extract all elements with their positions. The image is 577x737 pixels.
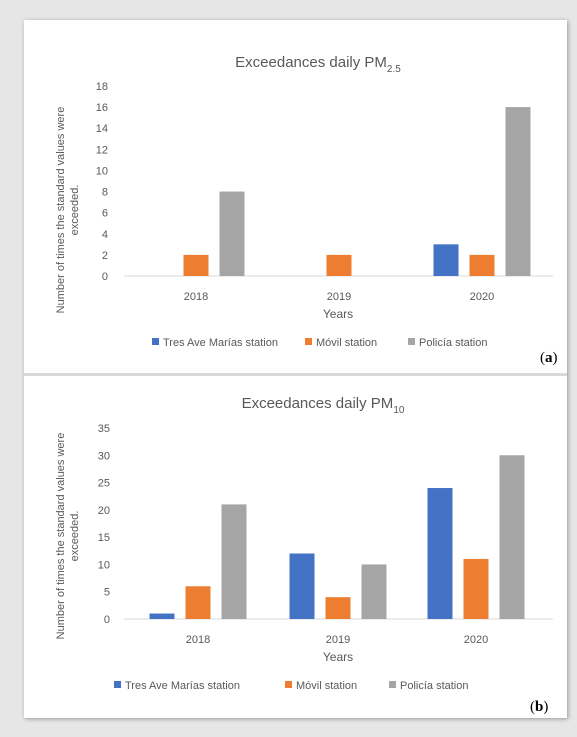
bar-policia-station-2018 bbox=[219, 191, 245, 276]
y-tick-label: 6 bbox=[102, 208, 108, 220]
legend-swatch-policia bbox=[408, 338, 415, 345]
y-tick-label: 12 bbox=[96, 144, 108, 156]
legend-swatch-tres bbox=[152, 338, 159, 345]
chart-b-legend: Tres Ave Marías station Móvil station Po… bbox=[114, 680, 468, 692]
chart-a-xlabel: Years bbox=[323, 307, 353, 321]
x-tick-label: 2018 bbox=[186, 634, 210, 646]
bar-policia-station-2020 bbox=[505, 107, 531, 276]
y-tick-label: 0 bbox=[102, 271, 108, 283]
bar-movil-station-2018 bbox=[183, 254, 209, 276]
legend-label-policia: Policía station bbox=[400, 680, 468, 692]
y-tick-label: 8 bbox=[102, 187, 108, 199]
y-tick-label: 25 bbox=[98, 478, 110, 490]
y-tick-label: 20 bbox=[98, 505, 110, 517]
bar-movil-station-2019 bbox=[325, 597, 351, 619]
legend-label-policia: Policía station bbox=[419, 337, 487, 349]
bar-policia-station-2020 bbox=[499, 455, 525, 619]
legend-swatch-tres bbox=[114, 681, 121, 688]
chart-a-ylabel-line1: Number of times the standard values were bbox=[55, 107, 67, 314]
chart-b-title: Exceedances daily PM10 bbox=[242, 395, 405, 416]
chart-b-ylabel-line1: Number of times the standard values were bbox=[55, 433, 67, 640]
bar-policia-station-2019 bbox=[361, 564, 387, 619]
bar-tres-ave-marias-station-2020 bbox=[427, 488, 453, 619]
y-tick-label: 5 bbox=[104, 587, 110, 599]
x-tick-label: 2019 bbox=[326, 634, 350, 646]
y-tick-label: 10 bbox=[96, 165, 108, 177]
legend-label-tres: Tres Ave Marías station bbox=[125, 680, 240, 692]
bar-policia-station-2018 bbox=[221, 504, 247, 619]
chart-b: Exceedances daily PM10 Number of times t… bbox=[55, 395, 553, 715]
bar-movil-station-2020 bbox=[463, 558, 489, 619]
x-tick-label: 2019 bbox=[327, 291, 351, 303]
chart-a-ylabel-line2: exceeded. bbox=[69, 185, 81, 236]
legend-label-tres: Tres Ave Marías station bbox=[163, 337, 278, 349]
x-tick-label: 2018 bbox=[184, 291, 208, 303]
chart-a-legend: Tres Ave Marías station Móvil station Po… bbox=[152, 337, 487, 349]
bar-tres-ave-marias-station-2020 bbox=[433, 244, 459, 276]
chart-a-x-ticks: 2018 2019 2020 bbox=[184, 291, 494, 303]
y-tick-label: 14 bbox=[96, 123, 108, 135]
x-tick-label: 2020 bbox=[464, 634, 488, 646]
y-tick-label: 35 bbox=[98, 423, 110, 435]
legend-label-movil: Móvil station bbox=[296, 680, 357, 692]
legend-swatch-policia bbox=[389, 681, 396, 688]
bar-movil-station-2019 bbox=[326, 254, 352, 276]
y-tick-label: 10 bbox=[98, 559, 110, 571]
y-tick-label: 15 bbox=[98, 532, 110, 544]
y-tick-label: 18 bbox=[96, 81, 108, 93]
chart-b-y-ticks: 0 5 10 15 20 25 30 35 bbox=[98, 423, 110, 626]
panel-label-a: (a) bbox=[540, 350, 558, 366]
chart-b-xlabel: Years bbox=[323, 650, 353, 664]
chart-b-bars bbox=[149, 455, 525, 619]
chart-a-y-ticks: 0 2 4 6 8 10 12 14 16 18 bbox=[96, 81, 108, 283]
legend-label-movil: Móvil station bbox=[316, 337, 377, 349]
bar-movil-station-2020 bbox=[469, 254, 495, 276]
bar-movil-station-2018 bbox=[185, 586, 211, 619]
chart-a: Exceedances daily PM2.5 Number of times … bbox=[55, 54, 558, 366]
bar-tres-ave-marias-station-2019 bbox=[289, 553, 315, 619]
legend-swatch-movil bbox=[305, 338, 312, 345]
y-tick-label: 16 bbox=[96, 102, 108, 114]
y-tick-label: 2 bbox=[102, 250, 108, 262]
y-tick-label: 0 bbox=[104, 614, 110, 626]
y-tick-label: 4 bbox=[102, 229, 108, 241]
panel-label-b: (b) bbox=[530, 699, 548, 715]
y-tick-label: 30 bbox=[98, 450, 110, 462]
chart-a-title: Exceedances daily PM2.5 bbox=[235, 54, 401, 75]
chart-b-ylabel-line2: exceeded. bbox=[69, 511, 81, 562]
chart-b-x-ticks: 2018 2019 2020 bbox=[186, 634, 488, 646]
x-tick-label: 2020 bbox=[470, 291, 494, 303]
legend-swatch-movil bbox=[285, 681, 292, 688]
chart-a-bars bbox=[183, 107, 531, 276]
bar-tres-ave-marias-station-2018 bbox=[149, 613, 175, 619]
panel-separator bbox=[24, 373, 567, 376]
